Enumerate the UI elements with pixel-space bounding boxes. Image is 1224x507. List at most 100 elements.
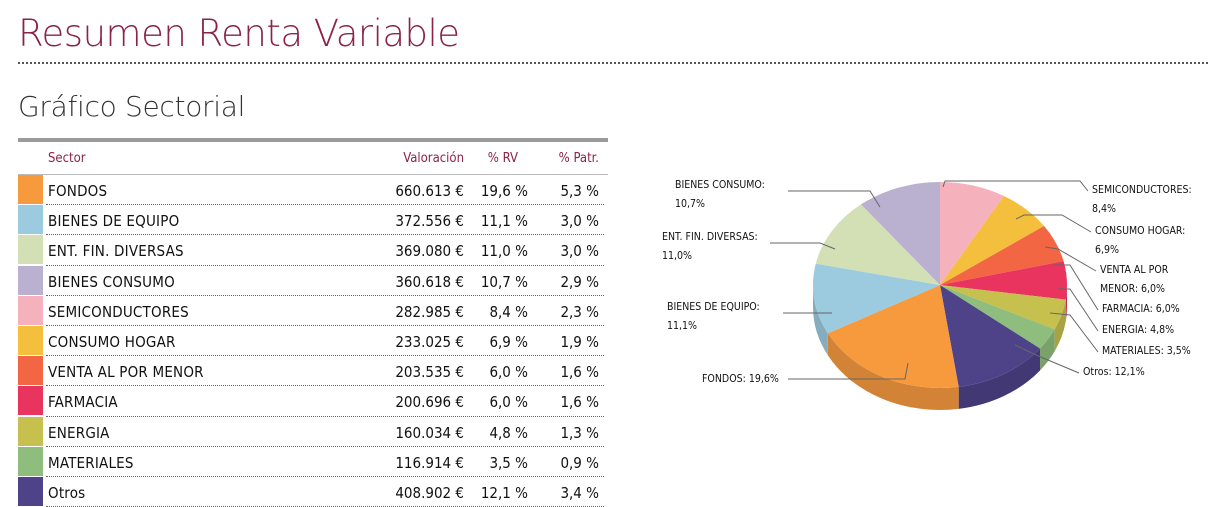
row-divider [46, 355, 604, 357]
rv-value: 10,7 % [480, 272, 528, 291]
row-divider [46, 415, 604, 417]
pie-slice [940, 182, 1004, 285]
pie-side [827, 333, 959, 410]
pie-slice [940, 285, 1041, 387]
slice-label: BIENES DE EQUIPO: [667, 301, 760, 313]
pie-slice [940, 261, 1067, 300]
row-divider [46, 204, 604, 206]
patr-value: 3,4 % [560, 483, 599, 502]
header-rv: % RV [487, 151, 518, 166]
pie-slice [940, 285, 1055, 349]
sector-name: ENERGIA [48, 423, 110, 442]
slice-label: 11,0% [662, 250, 692, 262]
valoracion-value: 116.914 € [395, 453, 464, 472]
patr-value: 3,0 % [560, 212, 599, 231]
leader-line [942, 180, 1089, 192]
patr-value: 5,3 % [560, 182, 599, 200]
row-divider [46, 264, 604, 266]
slice-label: ENERGIA: 4,8% [1102, 324, 1174, 336]
rv-value: 11,0 % [480, 242, 528, 261]
leader-line [788, 190, 881, 208]
patr-value: 3,0 % [560, 242, 599, 261]
sector-name: Otros [48, 483, 86, 502]
sector-name: CONSUMO HOGAR [48, 332, 176, 351]
pie-leader-lines [770, 180, 1099, 380]
pie-labels: BIENES CONSUMO: 10,7% ENT. FIN. DIVERSAS: 1… [662, 179, 1192, 385]
slice-label: MENOR: 6,0% [1100, 283, 1165, 295]
sector-table: Sector Valoración % RV % Patr. FONDOS 660… [18, 138, 608, 507]
sector-name: FONDOS [48, 182, 108, 200]
pie-side [813, 285, 828, 356]
patr-value: 1,6 % [560, 363, 599, 382]
header-rule [18, 174, 608, 175]
valoracion-value: 369.080 € [395, 242, 464, 261]
pie-slice [815, 204, 940, 285]
color-swatch [18, 416, 43, 446]
table-row: ENT. FIN. DIVERSAS 369.080 € 11,0 % 3,0 % [18, 235, 608, 266]
slice-label: 8,4% [1092, 203, 1116, 215]
valoracion-value: 200.696 € [395, 393, 464, 412]
pie-sides [813, 285, 1067, 410]
slice-label: 11,1% [667, 320, 697, 332]
rv-value: 12,1 % [480, 483, 528, 502]
valoracion-value: 360.618 € [395, 272, 464, 291]
sector-name: ENT. FIN. DIVERSAS [48, 242, 184, 261]
table-row: Otros 408.902 € 12,1 % 3,4 % [18, 476, 608, 507]
section-title: Gráfico Sectorial [18, 90, 246, 123]
leader-line [1054, 264, 1099, 311]
row-divider [46, 445, 604, 447]
sector-name: BIENES DE EQUIPO [48, 212, 180, 231]
sector-pie-chart: BIENES CONSUMO: 10,7% ENT. FIN. DIVERSAS: 1… [662, 179, 1192, 410]
header-valoracion: Valoración [403, 151, 464, 166]
table-row: CONSUMO HOGAR 233.025 € 6,9 % 1,9 % [18, 325, 608, 357]
table-row: BIENES DE EQUIPO 372.556 € 11,1 % 3,0 % [18, 205, 608, 236]
table-row: ENERGIA 160.034 € 4,8 % 1,3 % [18, 416, 608, 447]
rv-value: 6,0 % [489, 363, 528, 382]
table-top-bar [18, 138, 608, 142]
patr-value: 0,9 % [560, 453, 599, 472]
pie-side [1065, 285, 1067, 322]
sector-name: SEMICONDUCTORES [48, 302, 189, 321]
valoracion-value: 408.902 € [395, 483, 464, 502]
valoracion-value: 372.556 € [395, 212, 464, 231]
sector-name: MATERIALES [48, 453, 134, 472]
leader-line [1044, 246, 1097, 272]
header-patr: % Patr. [558, 151, 599, 166]
leader-line [1058, 288, 1099, 332]
table-row: SEMICONDUCTORES 282.985 € 8,4 % 2,3 % [18, 295, 608, 326]
sector-name: BIENES CONSUMO [48, 272, 175, 291]
row-divider [46, 324, 604, 326]
row-divider [46, 294, 604, 296]
pie-side [958, 348, 1041, 409]
table-body: FONDOS 660.613 € 19,6 % 5,3 % BIENES DE EQUI… [18, 175, 608, 507]
valoracion-value: 203.535 € [395, 363, 464, 382]
pie-slice [860, 182, 940, 285]
sector-name: FARMACIA [48, 393, 118, 412]
color-swatch [18, 295, 43, 325]
patr-value: 2,3 % [560, 302, 599, 321]
leader-line [788, 362, 909, 380]
pie-slice [813, 263, 940, 334]
rv-value: 4,8 % [489, 423, 528, 442]
pie-side [1054, 299, 1066, 352]
pie-slice [940, 225, 1064, 285]
rv-value: 19,6 % [480, 182, 528, 200]
color-swatch [18, 235, 43, 265]
rv-value: 8,4 % [489, 302, 528, 321]
slice-label: 6,9% [1095, 244, 1119, 256]
row-divider [46, 234, 604, 236]
rv-value: 3,5 % [489, 453, 528, 472]
slice-label: BIENES CONSUMO: [675, 179, 765, 191]
color-swatch [18, 446, 43, 476]
rv-value: 6,0 % [489, 393, 528, 412]
leader-line [1049, 312, 1099, 353]
slice-label: Otros: 12,1% [1083, 366, 1145, 378]
patr-value: 1,3 % [560, 423, 599, 442]
slice-label: MATERIALES: 3,5% [1102, 345, 1191, 357]
slice-label: CONSUMO HOGAR: [1095, 225, 1185, 237]
table-row: FONDOS 660.613 € 19,6 % 5,3 % [18, 175, 608, 206]
row-divider [46, 385, 604, 387]
pie-side [1040, 329, 1055, 371]
sector-name: VENTA AL POR MENOR [48, 363, 204, 382]
slice-label: VENTA AL POR [1100, 264, 1169, 276]
